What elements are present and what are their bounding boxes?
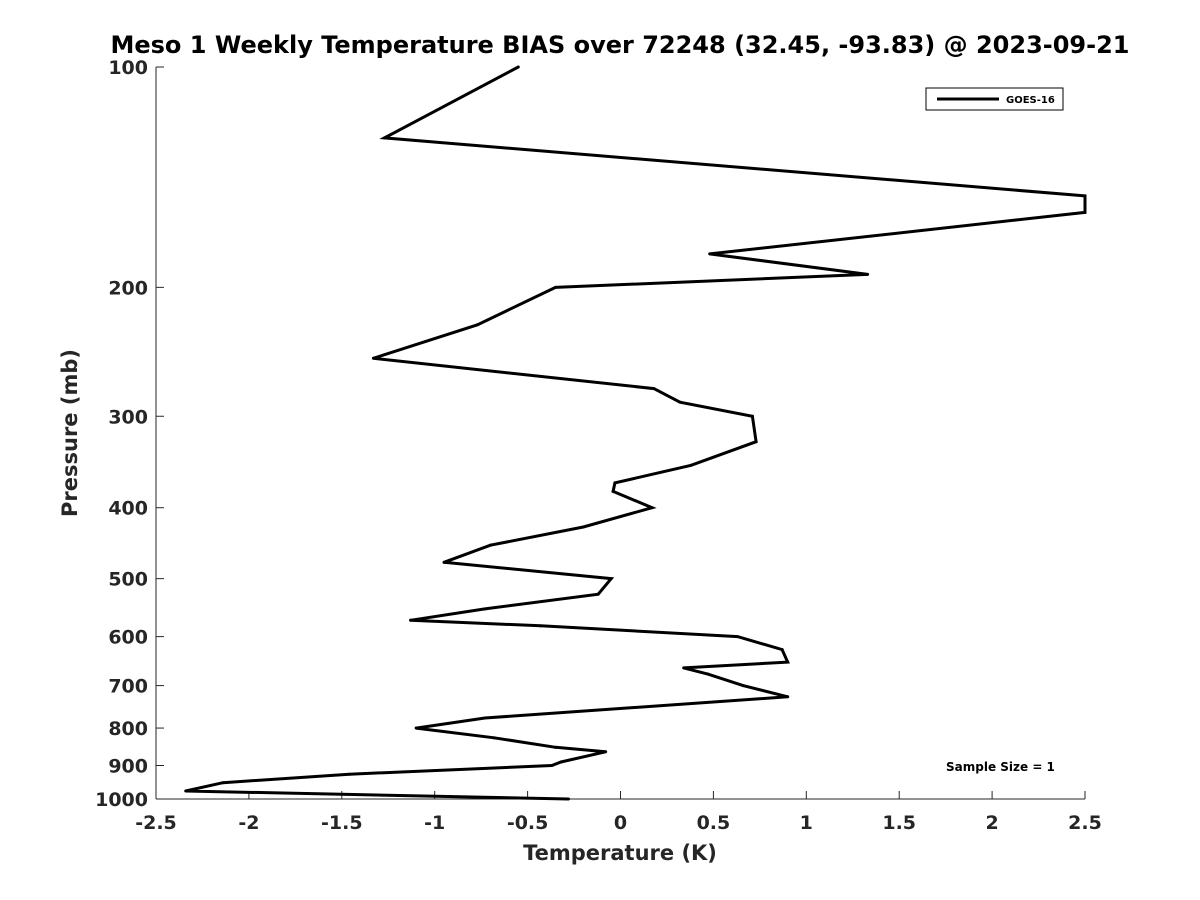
data-point — [736, 635, 740, 639]
legend-label-goes16: GOES-16 — [1006, 95, 1055, 106]
y-tick-label: 200 — [108, 277, 148, 299]
data-point — [475, 323, 479, 327]
x-tick-label: -1.5 — [321, 812, 363, 834]
y-tick-label: 700 — [108, 676, 148, 698]
data-point — [442, 560, 446, 564]
y-tick-label: 400 — [108, 498, 148, 520]
data-point — [741, 684, 745, 688]
data-point — [483, 716, 487, 720]
x-tick-label: 2.5 — [1068, 812, 1102, 834]
data-point — [754, 440, 758, 444]
data-point — [488, 543, 492, 547]
data-point — [581, 525, 585, 529]
data-point — [559, 760, 563, 764]
data-point — [611, 489, 615, 493]
series-layer — [184, 65, 1087, 801]
data-point — [553, 745, 557, 749]
y-axis: 100 200 300 400 500 600 700 800 900 1000 — [95, 57, 164, 811]
x-tick-label: 1.5 — [882, 812, 916, 834]
y-axis-label: Pressure (mb) — [58, 349, 82, 517]
data-point — [221, 781, 225, 785]
y-tick-label: 800 — [108, 718, 148, 740]
sample-size-annotation: Sample Size = 1 — [946, 760, 1055, 774]
x-tick-label: -1 — [424, 812, 445, 834]
data-point — [492, 736, 496, 740]
data-point — [750, 414, 754, 418]
chart-title: Meso 1 Weekly Temperature BIAS over 7224… — [110, 31, 1129, 59]
data-point — [689, 463, 693, 467]
data-point — [1083, 210, 1087, 214]
data-point — [414, 726, 418, 730]
data-point — [650, 506, 654, 510]
data-point — [566, 797, 570, 801]
y-tick-label: 300 — [108, 406, 148, 428]
x-tick-label: 0 — [614, 812, 627, 834]
x-tick-label: 0.5 — [697, 812, 731, 834]
data-point — [371, 356, 375, 360]
y-tick-label: 500 — [108, 569, 148, 591]
y-tick-label: 100 — [108, 57, 148, 79]
data-point — [682, 666, 686, 670]
data-point — [1083, 194, 1087, 198]
data-point — [409, 618, 413, 622]
x-tick-label: 2 — [985, 812, 998, 834]
data-point — [550, 764, 554, 768]
data-point — [516, 65, 520, 69]
x-tick-label: -2.5 — [135, 812, 177, 834]
data-point — [347, 772, 351, 776]
y-tick-label: 900 — [108, 756, 148, 778]
data-point — [678, 400, 682, 404]
x-tick-label: -2 — [238, 812, 259, 834]
data-point — [652, 387, 656, 391]
legend: GOES-16 — [925, 87, 1064, 111]
x-tick-label: -0.5 — [507, 812, 549, 834]
x-axis: -2.5 -2 -1.5 -1 -0.5 0 0.5 1 1.5 2 2.5 — [135, 791, 1102, 834]
x-tick-label: 1 — [800, 812, 813, 834]
y-tick-label: 1000 — [95, 789, 148, 811]
x-axis-label: Temperature (K) — [523, 841, 717, 865]
data-point — [539, 624, 543, 628]
data-point — [786, 695, 790, 699]
data-point — [780, 648, 784, 652]
data-point — [708, 252, 712, 256]
data-point — [613, 481, 617, 485]
data-point — [604, 750, 608, 754]
data-point — [786, 660, 790, 664]
data-point — [706, 672, 710, 676]
data-point — [483, 607, 487, 611]
data-point — [184, 789, 188, 793]
y-tick-label: 600 — [108, 627, 148, 649]
data-point — [553, 285, 557, 289]
data-point — [609, 577, 613, 581]
data-point — [383, 136, 387, 140]
data-point — [866, 272, 870, 276]
data-point — [596, 592, 600, 596]
